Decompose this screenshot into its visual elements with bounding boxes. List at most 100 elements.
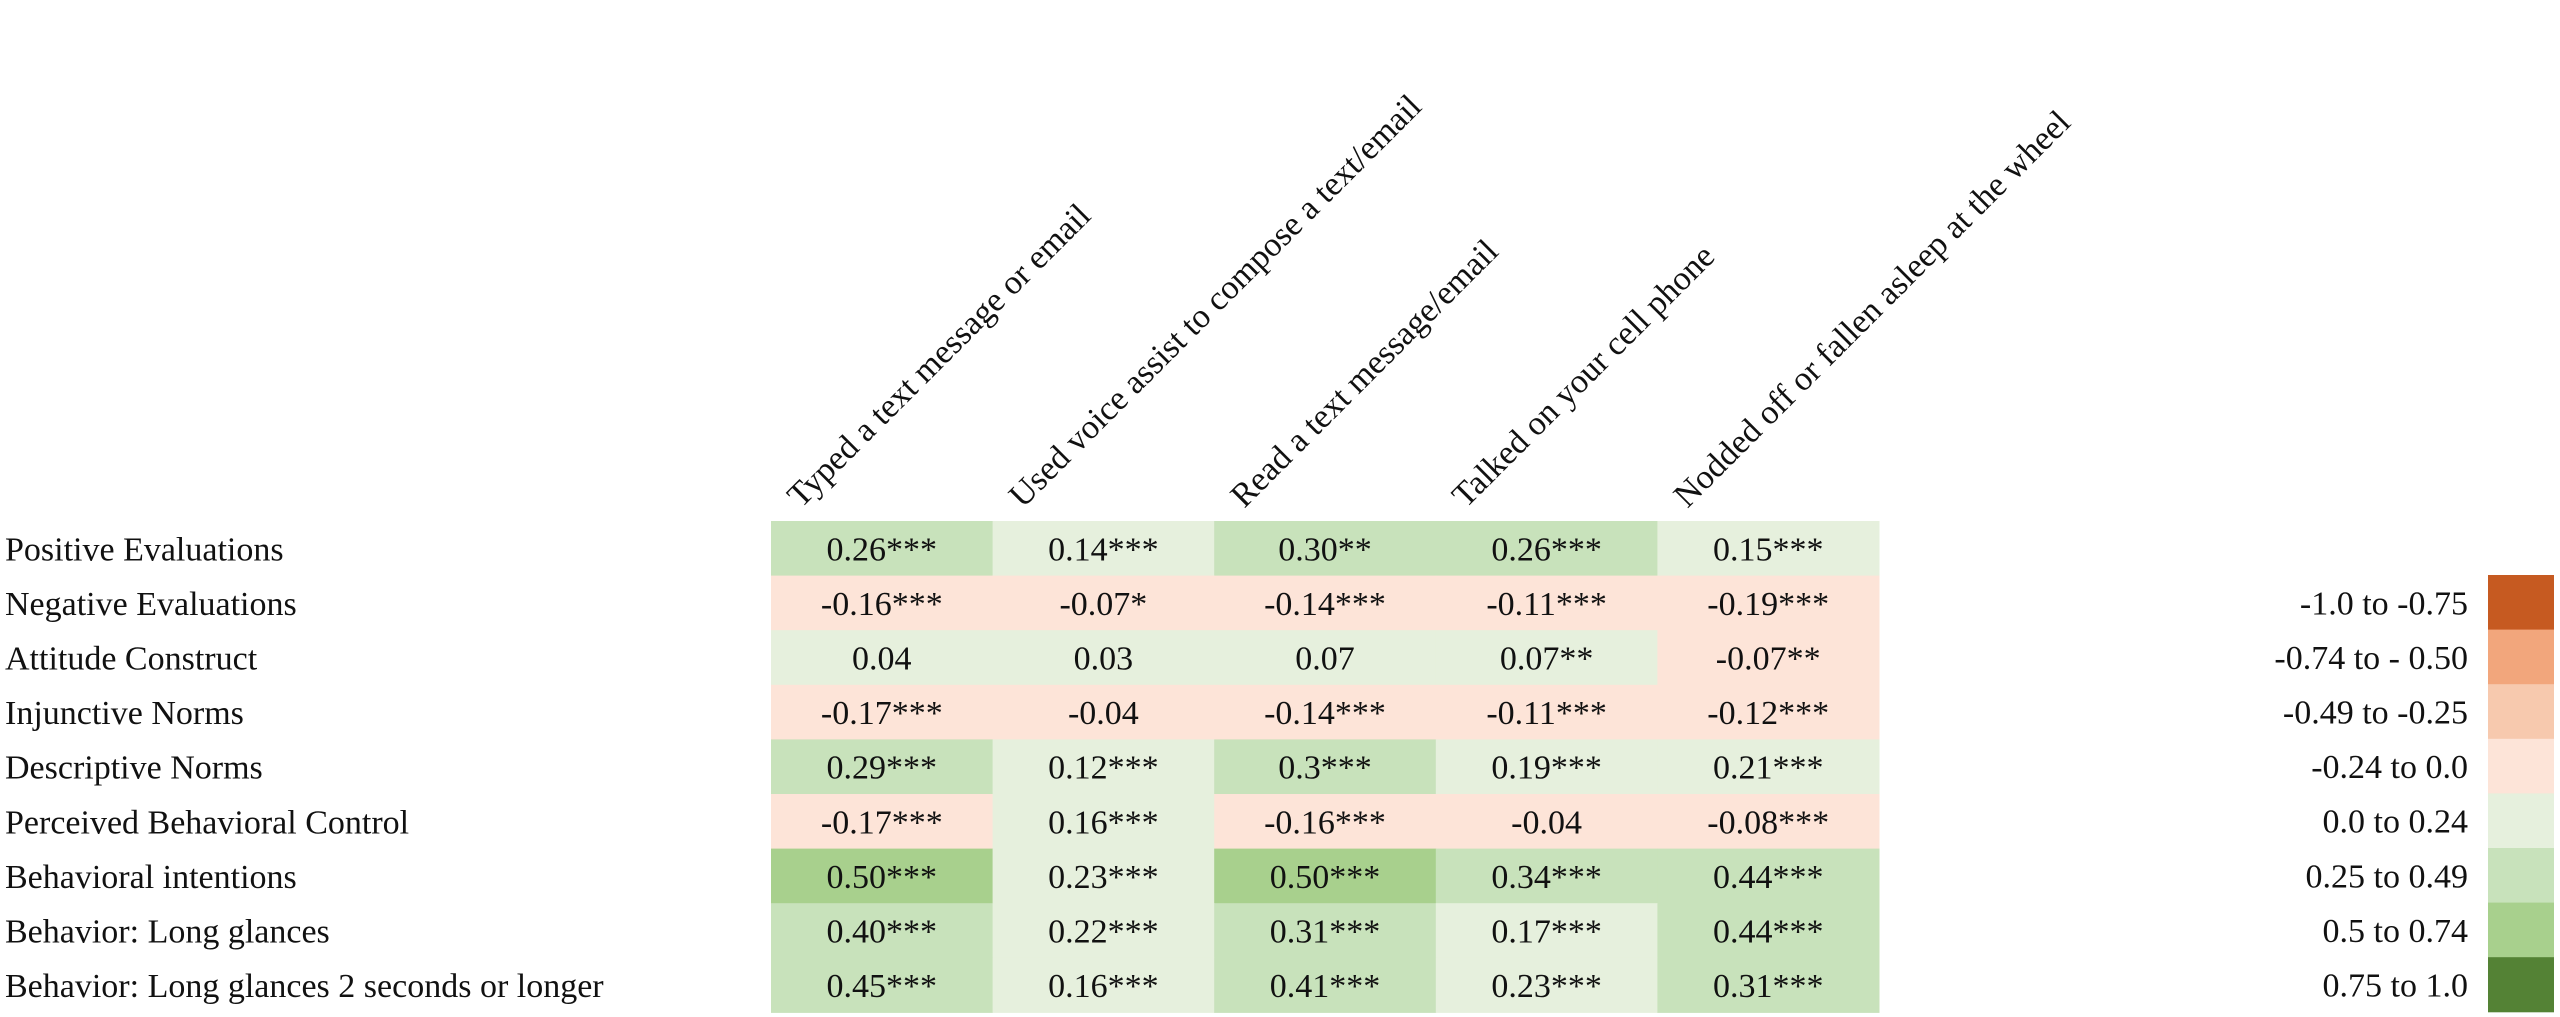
cell-value-label: -0.07* — [1059, 586, 1147, 623]
heatmap-cell — [1657, 848, 1880, 904]
row-label: Injunctive Norms — [5, 695, 244, 732]
heatmap-cell — [1657, 684, 1880, 740]
cell-value-label: 0.07** — [1500, 641, 1594, 678]
heatmap-cell — [1435, 794, 1658, 850]
cell-value-label: 0.19*** — [1491, 750, 1602, 787]
legend-label: 0.75 to 1.0 — [2323, 968, 2468, 1005]
heatmap-cell — [771, 739, 994, 795]
heatmap-cell — [1435, 739, 1658, 795]
cell-value-label: 0.50*** — [827, 859, 938, 896]
cell-value-label: -0.16*** — [1264, 804, 1386, 841]
legend-swatch — [2488, 575, 2554, 631]
row-label: Behavioral intentions — [5, 859, 297, 896]
legend-swatch — [2488, 738, 2554, 794]
cell-value-label: 0.40*** — [827, 914, 938, 951]
cell-value-label: 0.3*** — [1278, 750, 1372, 787]
heatmap-cell — [992, 794, 1215, 850]
legend-label: 0.5 to 0.74 — [2323, 913, 2468, 950]
row-label: Attitude Construct — [5, 641, 258, 678]
cell-value-label: -0.14*** — [1264, 586, 1386, 623]
heatmap-cell — [1435, 521, 1658, 577]
cell-value-label: 0.14*** — [1048, 531, 1159, 568]
heatmap-cells: 0.26*** 0.14*** 0.30** 0.26*** 0.15*** -0.16*… — [771, 521, 1880, 1013]
cell-value-label: 0.15*** — [1713, 531, 1824, 568]
cell-value-label: -0.08*** — [1707, 804, 1829, 841]
cell-value-label: 0.31*** — [1270, 914, 1381, 951]
cell-value-label: 0.44*** — [1713, 914, 1824, 951]
heatmap-cell — [992, 848, 1215, 904]
row-labels: Positive Evaluations Negative Evaluations… — [5, 531, 604, 1005]
heatmap-cell — [771, 684, 994, 740]
cell-value-label: -0.07** — [1716, 641, 1821, 678]
heatmap-cell — [992, 739, 1215, 795]
legend-label: 0.0 to 0.24 — [2323, 804, 2468, 841]
heatmap-cell — [1214, 575, 1437, 631]
heatmap-cell — [771, 794, 994, 850]
cell-value-label: 0.22*** — [1048, 914, 1159, 951]
legend-label: -0.74 to - 0.50 — [2274, 640, 2468, 677]
heatmap-cell — [771, 848, 994, 904]
heatmap-cell — [1214, 630, 1437, 686]
legend: -1.0 to -0.75 -0.74 to - 0.50 -0.49 to -0.… — [2274, 575, 2554, 1013]
cell-value-label: -0.16*** — [821, 586, 943, 623]
heatmap-cell — [992, 957, 1215, 1013]
heatmap-cell — [992, 575, 1215, 631]
heatmap-cell — [1657, 739, 1880, 795]
legend-label: -1.0 to -0.75 — [2300, 585, 2468, 622]
heatmap-cell — [1657, 630, 1880, 686]
heatmap-cell — [1435, 957, 1658, 1013]
heatmap-cell — [1214, 521, 1437, 577]
cell-value-label: -0.11*** — [1486, 695, 1607, 732]
heatmap-cell — [1657, 521, 1880, 577]
cell-value-label: 0.21*** — [1713, 750, 1824, 787]
cell-value-label: 0.50*** — [1270, 859, 1381, 896]
legend-label: -0.49 to -0.25 — [2283, 695, 2468, 732]
heatmap-cell — [1214, 684, 1437, 740]
legend-label: -0.24 to 0.0 — [2311, 749, 2468, 786]
cell-value-label: 0.29*** — [827, 750, 938, 787]
row-label: Descriptive Norms — [5, 750, 263, 787]
heatmap-cell — [992, 630, 1215, 686]
heatmap-cell — [1214, 903, 1437, 959]
cell-value-label: 0.23*** — [1491, 968, 1602, 1005]
legend-swatch — [2488, 902, 2554, 958]
cell-value-label: 0.26*** — [1491, 531, 1602, 568]
row-label: Perceived Behavioral Control — [5, 804, 409, 841]
heatmap-cell — [771, 957, 994, 1013]
legend-swatch — [2488, 957, 2554, 1013]
cell-value-label: 0.41*** — [1270, 968, 1381, 1005]
row-label: Negative Evaluations — [5, 586, 297, 623]
heatmap-cell — [1657, 575, 1880, 631]
heatmap-cell — [1435, 684, 1658, 740]
heatmap-cell — [1435, 575, 1658, 631]
heatmap-cell — [1214, 957, 1437, 1013]
row-label: Behavior: Long glances 2 seconds or long… — [5, 968, 604, 1005]
column-label: Used voice assist to compose a text/emai… — [1002, 88, 1429, 515]
cell-value-label: -0.14*** — [1264, 695, 1386, 732]
cell-value-label: 0.44*** — [1713, 859, 1824, 896]
cell-value-label: -0.17*** — [821, 804, 943, 841]
cell-value-label: -0.04 — [1511, 804, 1582, 841]
cell-value-label: 0.30** — [1278, 531, 1372, 568]
cell-value-label: 0.34*** — [1491, 859, 1602, 896]
column-label: Nodded off or fallen asleep at the wheel — [1667, 104, 2078, 515]
heatmap-cell — [771, 903, 994, 959]
cell-value-label: 0.12*** — [1048, 750, 1159, 787]
cell-value-label: 0.16*** — [1048, 804, 1159, 841]
cell-value-label: 0.23*** — [1048, 859, 1159, 896]
row-label: Positive Evaluations — [5, 531, 284, 568]
cell-value-label: -0.04 — [1068, 695, 1139, 732]
cell-value-label: 0.45*** — [827, 968, 938, 1005]
heatmap-cell — [1435, 848, 1658, 904]
legend-label: 0.25 to 0.49 — [2306, 858, 2468, 895]
heatmap-cell — [1435, 903, 1658, 959]
heatmap-cell — [1214, 848, 1437, 904]
heatmap-cell — [771, 521, 994, 577]
legend-swatch — [2488, 684, 2554, 740]
heatmap-cell — [1657, 794, 1880, 850]
heatmap-cell — [771, 630, 994, 686]
legend-swatch — [2488, 793, 2554, 849]
cell-value-label: -0.19*** — [1707, 586, 1829, 623]
cell-value-label: 0.03 — [1074, 641, 1134, 678]
